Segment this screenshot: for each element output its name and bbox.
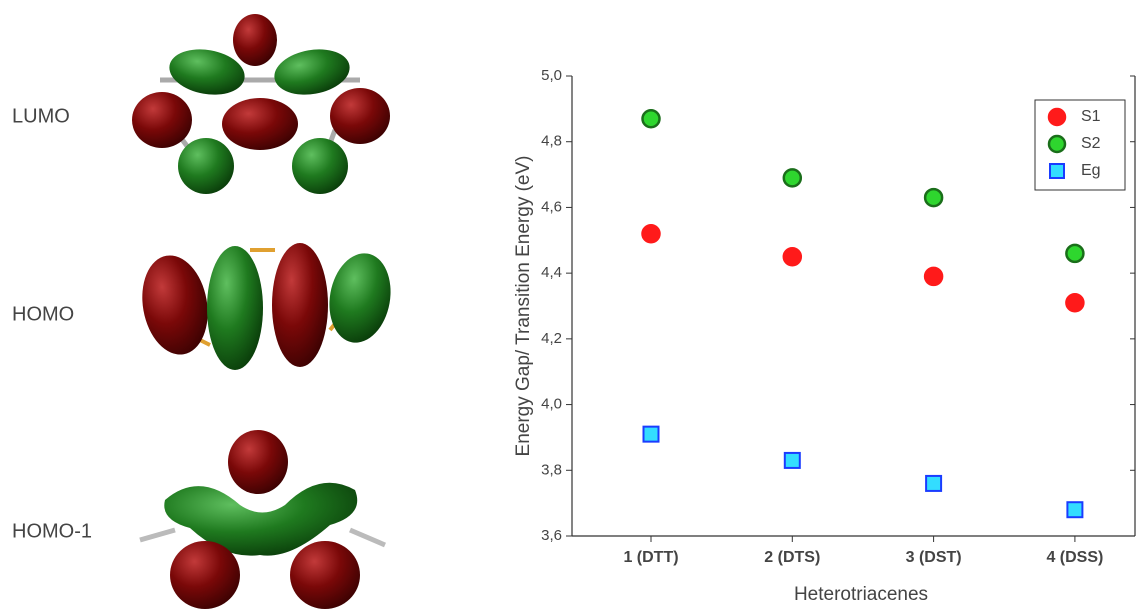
- marker: [1066, 294, 1083, 311]
- y-tick-label: 3,6: [541, 527, 562, 544]
- plot: 3,6 3,8 4,0 4,2 4,4 4,6 4,8 5,0 1 (DTT) 2 (DTS) 3 …: [541, 67, 1135, 566]
- marker: [784, 248, 801, 265]
- x-tick-label: 3 (DST): [906, 549, 962, 566]
- marker: [1067, 502, 1082, 517]
- legend-label: Eg: [1081, 162, 1101, 179]
- orbital-label: HOMO-1: [12, 520, 92, 542]
- y-tick-label: 5,0: [541, 67, 562, 84]
- y-tick-label: 3,8: [541, 461, 562, 478]
- y-tick-label: 4,0: [541, 396, 562, 413]
- orbital-label: HOMO: [12, 303, 74, 325]
- x-axis-title: Heterotriacenes: [794, 584, 928, 605]
- marker: [925, 189, 942, 206]
- orbital-label: LUMO: [12, 105, 70, 127]
- y-tick-label: 4,4: [541, 264, 562, 281]
- x-tick-label: 2 (DTS): [764, 549, 820, 566]
- x-tick-label: 4 (DSS): [1046, 549, 1103, 566]
- marker: [1049, 136, 1065, 152]
- marker: [785, 453, 800, 468]
- marker: [1066, 245, 1083, 262]
- marker: [644, 427, 659, 442]
- orbital-images: [132, 14, 397, 609]
- y-tick-label: 4,8: [541, 133, 562, 150]
- marker: [1050, 164, 1064, 178]
- marker: [643, 110, 660, 127]
- y-axis-title: Energy Gap/ Transition Energy (eV): [513, 156, 534, 457]
- marker: [926, 476, 941, 491]
- y-tick-label: 4,2: [541, 330, 562, 347]
- marker: [784, 169, 801, 186]
- y-tick-label: 4,6: [541, 198, 562, 215]
- x-tick-label: 1 (DTT): [623, 549, 678, 566]
- marker: [643, 225, 660, 242]
- marker: [1049, 109, 1065, 125]
- marker: [925, 268, 942, 285]
- legend-label: S2: [1081, 135, 1101, 152]
- figure: LUMO HOMO HOMO-1 Energy Gap/ Transition …: [0, 0, 1139, 610]
- legend-label: S1: [1081, 108, 1101, 125]
